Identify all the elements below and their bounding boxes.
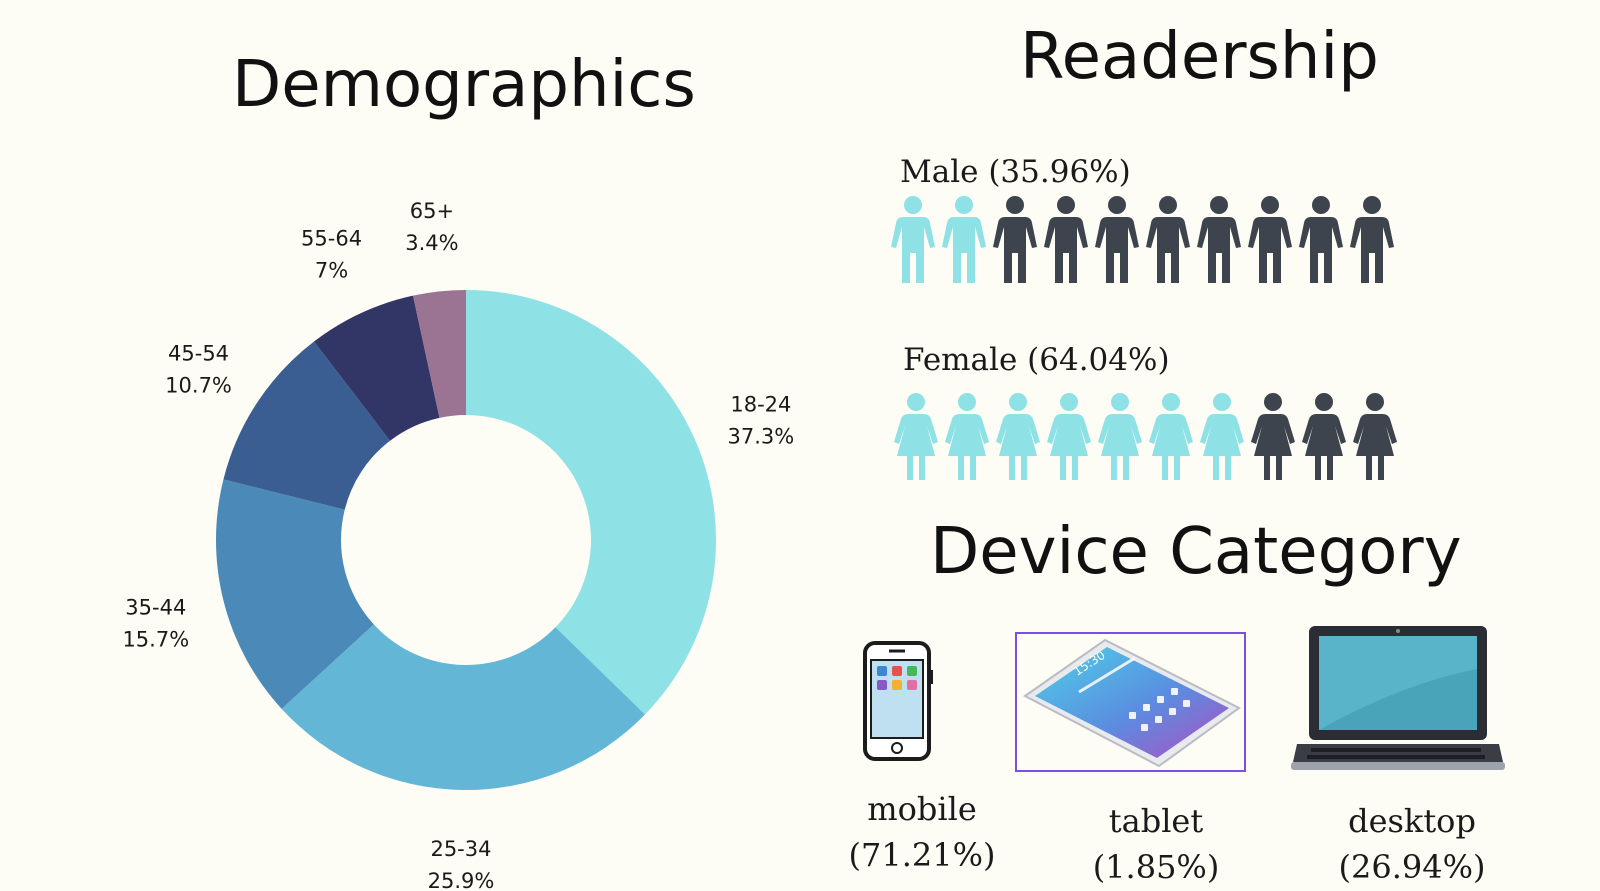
female-person-icon — [1351, 392, 1399, 486]
donut-slice-25-34 — [281, 624, 645, 790]
desktop-value: (26.94%) — [1338, 848, 1486, 886]
male-person-icon — [1042, 195, 1090, 289]
slice-value-label: 15.7% — [122, 628, 189, 652]
female-person-icon — [892, 392, 940, 486]
slice-value-label: 10.7% — [165, 373, 232, 397]
female-person-icon — [994, 392, 1042, 486]
tablet-icon: 15:30 — [1023, 638, 1241, 768]
male-person-icon — [889, 195, 937, 289]
demographics-title: Demographics — [232, 48, 696, 122]
male-person-icon — [1093, 195, 1141, 289]
slice-category-label: 55-64 — [301, 227, 362, 251]
female-icon-row — [892, 392, 1399, 486]
mobile-label: mobile (71.21%) — [832, 786, 1012, 878]
slice-category-label: 18-24 — [730, 393, 791, 417]
slice-value-label: 7% — [315, 259, 348, 283]
desktop-name: desktop — [1348, 802, 1476, 840]
slice-value-label: 3.4% — [405, 231, 458, 255]
slice-category-label: 65+ — [410, 199, 454, 223]
male-person-icon — [1297, 195, 1345, 289]
slice-category-label: 45-54 — [168, 341, 229, 365]
female-label: Female (64.04%) — [903, 342, 1170, 378]
device-category-title: Device Category — [930, 515, 1462, 589]
mobile-value: (71.21%) — [848, 836, 996, 874]
laptop-icon — [1291, 626, 1505, 770]
mobile-name: mobile — [867, 790, 977, 828]
male-person-icon — [940, 195, 988, 289]
female-person-icon — [1300, 392, 1348, 486]
tablet-label: tablet (1.85%) — [1066, 798, 1246, 890]
male-icon-row — [889, 195, 1396, 289]
tablet-value: (1.85%) — [1092, 848, 1220, 886]
donut-slice-18-24 — [466, 290, 717, 715]
female-person-icon — [943, 392, 991, 486]
slice-category-label: 25-34 — [430, 837, 491, 861]
donut-slice-35-44 — [216, 479, 374, 709]
donut-slice-55-64 — [314, 295, 440, 441]
male-person-icon — [1144, 195, 1192, 289]
demographics-donut-chart: 18-24 37.3% 25-34 25.9% 35-44 15.7% 45-54 10.7%… — [122, 199, 795, 890]
female-person-icon — [1147, 392, 1195, 486]
readership-title: Readership — [1020, 20, 1379, 94]
tablet-name: tablet — [1108, 802, 1204, 840]
female-person-icon — [1045, 392, 1093, 486]
slice-value-label: 25.9% — [428, 869, 495, 890]
male-person-icon — [1246, 195, 1294, 289]
female-person-icon — [1096, 392, 1144, 486]
slice-category-label: 35-44 — [125, 596, 186, 620]
male-person-icon — [1348, 195, 1396, 289]
donut-slice-45-54 — [223, 341, 391, 510]
male-person-icon — [991, 195, 1039, 289]
tablet-image-frame: 15:30 — [1015, 632, 1246, 772]
male-label: Male (35.96%) — [900, 154, 1131, 190]
slice-value-label: 37.3% — [728, 425, 795, 449]
female-person-icon — [1198, 392, 1246, 486]
male-person-icon — [1195, 195, 1243, 289]
mobile-phone-icon — [863, 641, 933, 761]
desktop-label: desktop (26.94%) — [1322, 798, 1502, 890]
female-person-icon — [1249, 392, 1297, 486]
donut-slice-65+ — [412, 290, 466, 418]
